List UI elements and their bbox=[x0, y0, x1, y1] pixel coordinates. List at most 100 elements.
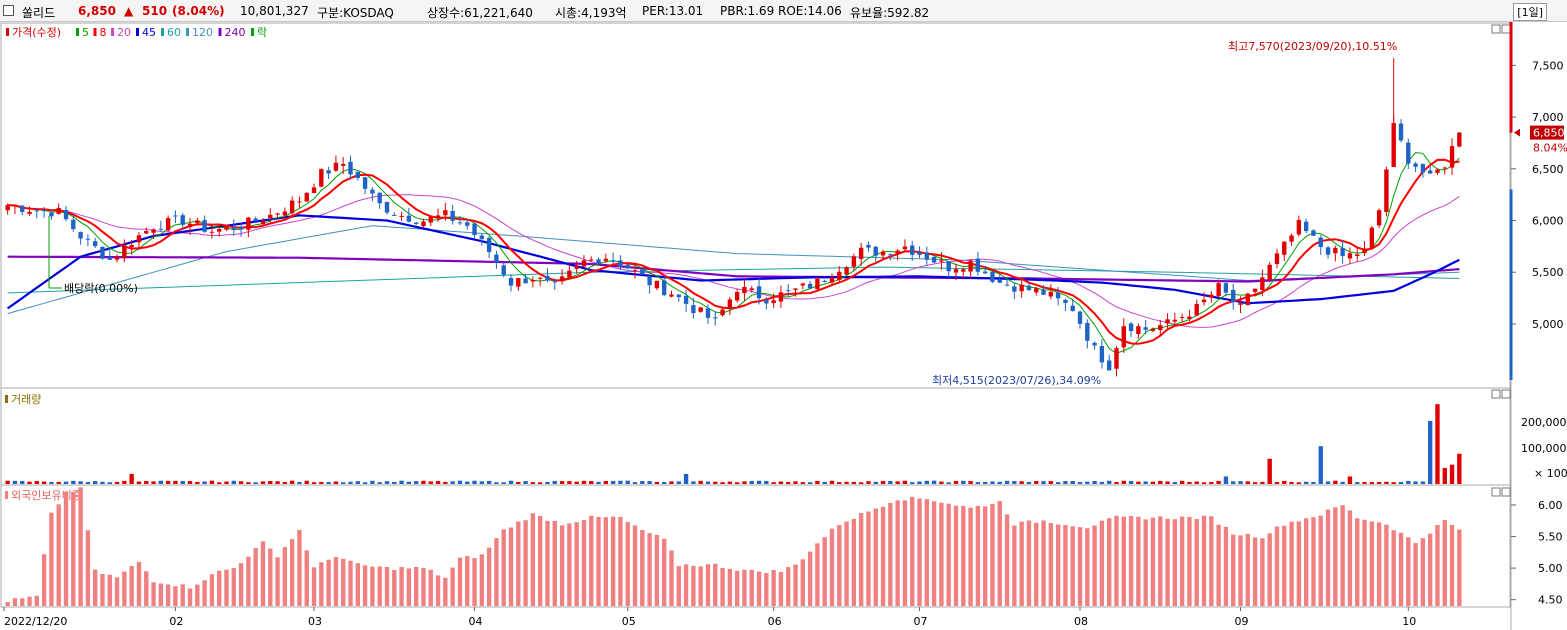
stock-header: 쏠리드 6,850 ▲ 510 (8.04%) 10,801,327 구분:KO… bbox=[0, 0, 1567, 22]
foreign-bar bbox=[1070, 526, 1075, 606]
volume-bar bbox=[1442, 468, 1447, 484]
volume-bar bbox=[866, 481, 871, 484]
candle-body bbox=[1231, 289, 1236, 303]
volume-bar bbox=[85, 482, 91, 484]
foreign-bar bbox=[406, 568, 412, 606]
panel-minimize-button-1[interactable] bbox=[1491, 389, 1501, 399]
foreign-bar bbox=[1449, 524, 1455, 606]
volume-bar bbox=[428, 481, 433, 484]
volume-bar bbox=[1252, 482, 1258, 484]
foreign-bar bbox=[713, 563, 718, 606]
volume-bar bbox=[946, 482, 951, 484]
foreign-bar bbox=[771, 570, 776, 606]
foreign-bar bbox=[479, 554, 485, 606]
volume-bar bbox=[151, 481, 156, 484]
foreign-bar bbox=[1245, 533, 1250, 606]
foreign-bar bbox=[1004, 514, 1010, 606]
candle-body bbox=[1449, 146, 1455, 168]
foreign-bar bbox=[939, 502, 944, 606]
candle-body bbox=[917, 252, 922, 255]
volume-bar bbox=[122, 480, 127, 484]
roe-value: ROE:14.06 bbox=[778, 4, 842, 18]
foreign-bar bbox=[756, 571, 762, 606]
volume-bar bbox=[1041, 481, 1046, 484]
candle-body bbox=[479, 235, 485, 240]
panel-minimize-button-2[interactable] bbox=[1491, 487, 1501, 497]
legend-swatch bbox=[161, 28, 164, 36]
panel-close-button-1[interactable] bbox=[1501, 389, 1511, 399]
candle-body bbox=[333, 162, 339, 171]
panel-close-button-0[interactable] bbox=[1501, 24, 1511, 34]
foreign-bar bbox=[1427, 533, 1433, 606]
volume-bar bbox=[246, 482, 251, 484]
candle-body bbox=[129, 245, 134, 248]
foreign-bar bbox=[807, 551, 813, 606]
volume-tick-label: 200,000 bbox=[1521, 416, 1567, 429]
foreign-bar bbox=[238, 563, 244, 606]
volume-bar bbox=[435, 480, 441, 484]
candle-body bbox=[224, 226, 229, 230]
volume-bar bbox=[1406, 480, 1411, 484]
candle-body bbox=[975, 258, 981, 272]
foreign-bar bbox=[654, 534, 660, 606]
candle-body bbox=[304, 192, 309, 202]
candle-body bbox=[1165, 319, 1170, 324]
volume-bar bbox=[377, 482, 382, 484]
candle-body bbox=[713, 317, 718, 319]
candle-body bbox=[705, 308, 711, 318]
candle-body bbox=[231, 227, 236, 230]
candle-body bbox=[78, 232, 83, 239]
panel-close-button-2[interactable] bbox=[1501, 487, 1511, 497]
foreign-bar bbox=[1019, 521, 1024, 606]
volume-bar bbox=[530, 482, 536, 484]
price-tick-label: 6,000 bbox=[1532, 215, 1564, 228]
select-checkbox[interactable] bbox=[3, 5, 14, 16]
candle-body bbox=[669, 294, 674, 297]
candle-body bbox=[961, 269, 966, 272]
candle-body bbox=[450, 211, 455, 221]
candle-body bbox=[1026, 285, 1032, 291]
foreign-bar bbox=[1041, 520, 1046, 606]
candle-body bbox=[537, 277, 543, 279]
volume-bar bbox=[1143, 481, 1148, 484]
volume-bar bbox=[348, 481, 353, 484]
candle-body bbox=[27, 211, 32, 214]
ma20-line bbox=[7, 194, 1460, 328]
stock-chart: 5,000 5,500 6,000 6,500 7,000 7,500 가격(수정) 5 8 20… bbox=[0, 22, 1567, 630]
candle-body bbox=[41, 210, 47, 212]
dividend-annotation: 배당락(0.00%) bbox=[64, 282, 138, 295]
candle-body bbox=[815, 278, 820, 290]
candle-body bbox=[1362, 248, 1367, 254]
foreign-bar bbox=[720, 568, 725, 606]
candle-body bbox=[246, 217, 251, 230]
foreign-bar bbox=[1143, 519, 1148, 606]
foreign-bar bbox=[1303, 518, 1309, 606]
foreign-bar bbox=[968, 507, 973, 606]
candle-body bbox=[289, 200, 295, 214]
volume-bar bbox=[1034, 481, 1039, 484]
candle-body bbox=[465, 222, 470, 226]
volume-bar bbox=[713, 481, 718, 484]
volume-bar bbox=[1318, 446, 1323, 484]
volume-bar bbox=[486, 480, 492, 484]
candle-body bbox=[589, 259, 594, 261]
foreign-bar bbox=[559, 525, 565, 606]
foreign-bar bbox=[122, 571, 127, 606]
foreign-bar bbox=[1289, 521, 1294, 606]
volume-bar bbox=[333, 481, 339, 484]
volume-bar bbox=[516, 481, 521, 484]
volume-bar bbox=[494, 482, 499, 484]
candle-body bbox=[1376, 210, 1382, 226]
foreign-bar bbox=[319, 562, 324, 606]
period-selector[interactable]: [1일] bbox=[1513, 3, 1547, 21]
foreign-bar bbox=[268, 548, 273, 606]
panel-minimize-button-0[interactable] bbox=[1491, 24, 1501, 34]
legend-label: 가격(수정) bbox=[12, 26, 61, 39]
volume-bar bbox=[618, 480, 623, 484]
volume-bar bbox=[224, 481, 229, 484]
candle-body bbox=[866, 244, 871, 248]
volume-bar bbox=[654, 481, 660, 484]
foreign-bar bbox=[1128, 516, 1134, 606]
foreign-bar bbox=[217, 570, 222, 606]
candle-body bbox=[793, 288, 798, 291]
